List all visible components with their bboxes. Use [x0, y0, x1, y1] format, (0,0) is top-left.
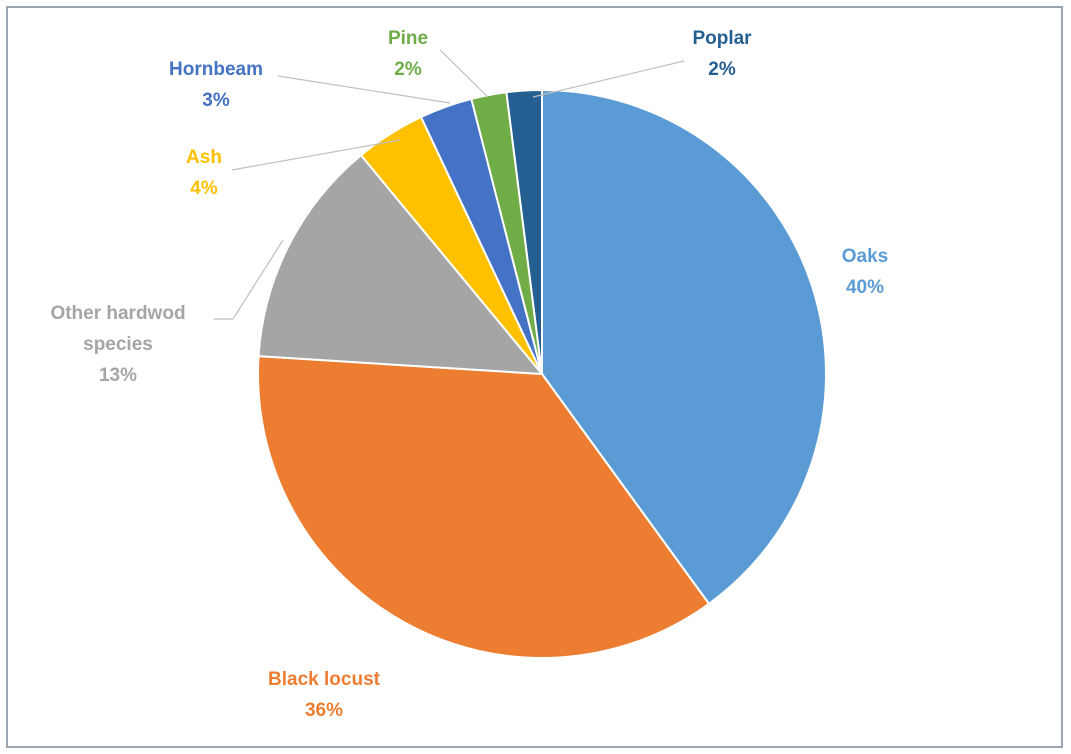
- slice-label-oaks: Oaks 40%: [842, 246, 888, 298]
- pie-slice-poplar: [505, 89, 543, 375]
- slice-label-hornbeam: Hornbeam 3%: [169, 59, 263, 111]
- slice-label-name: Pine: [388, 28, 428, 49]
- leader-lines-layer: [214, 49, 685, 320]
- leader-line-ash: [231, 139, 401, 171]
- labels-layer: Oaks 40% Black locust 36% Other hardwod speci…: [50, 28, 888, 721]
- slice-label-name: Other hardwod: [50, 303, 185, 324]
- slice-label-value: 13%: [99, 365, 137, 386]
- slices-layer: [257, 89, 827, 659]
- slice-label-name: Hornbeam: [169, 59, 263, 80]
- leader-line-pine: [439, 49, 489, 98]
- pie-slice-other-hardwod-species: [257, 154, 543, 375]
- slice-label-value: 2%: [394, 59, 422, 80]
- slice-label-pine: Pine 2%: [388, 28, 428, 80]
- slice-label-other-hardwod-species: Other hardwod species 13%: [50, 303, 185, 386]
- leader-line-other-hardwod-species: [214, 239, 284, 320]
- slice-label-value: 36%: [305, 700, 343, 721]
- pie-slice-black-locust: [257, 355, 710, 659]
- slice-label-black-locust: Black locust 36%: [268, 669, 381, 721]
- slice-label-ash: Ash 4%: [186, 147, 222, 199]
- slice-label-name: species: [83, 334, 153, 355]
- slice-label-name: Oaks: [842, 246, 888, 267]
- slice-label-poplar: Poplar 2%: [692, 28, 752, 80]
- slice-label-name: Ash: [186, 147, 222, 168]
- slice-label-name: Poplar: [692, 28, 752, 49]
- slice-label-name: Black locust: [268, 669, 381, 690]
- slice-label-value: 3%: [202, 90, 230, 111]
- leader-line-poplar: [532, 60, 685, 98]
- slice-label-value: 4%: [190, 178, 218, 199]
- pie-slice-oaks: [541, 89, 827, 605]
- leader-line-hornbeam: [277, 75, 451, 104]
- slice-label-value: 40%: [846, 277, 884, 298]
- slice-label-value: 2%: [708, 59, 736, 80]
